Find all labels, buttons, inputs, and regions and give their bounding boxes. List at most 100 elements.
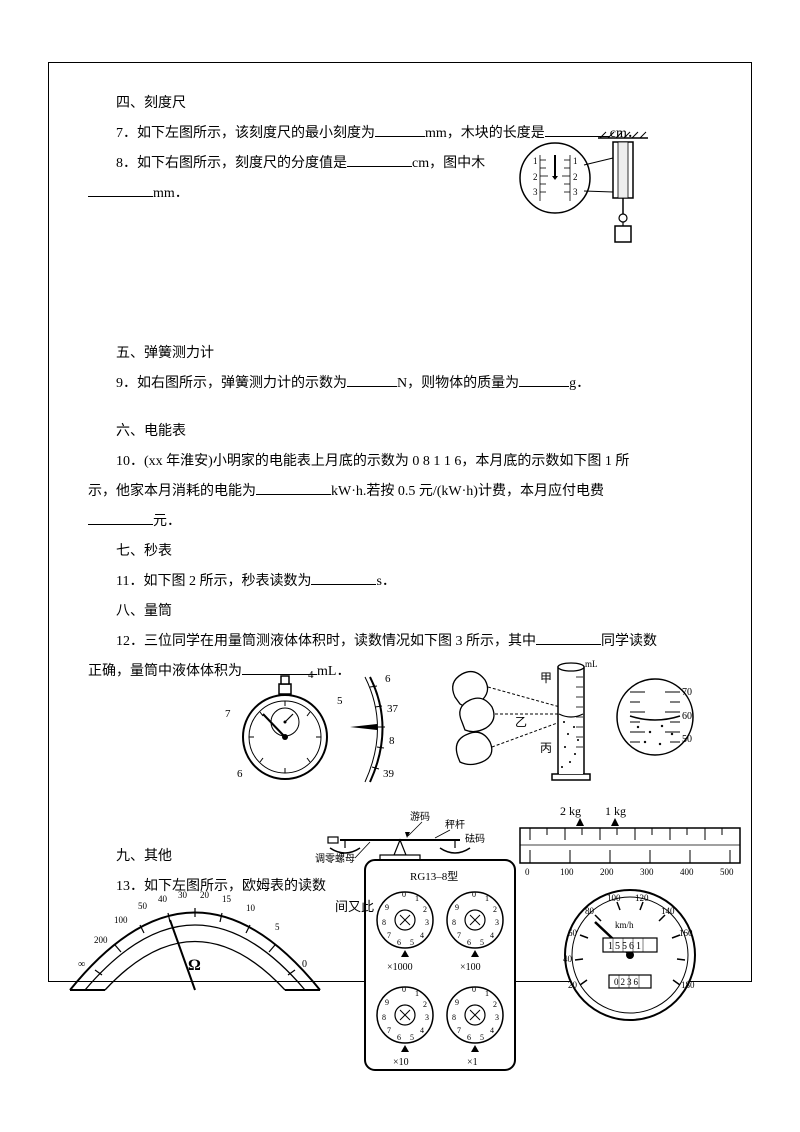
svg-text:×10: ×10 [393, 1057, 409, 1068]
svg-text:7: 7 [457, 931, 461, 940]
svg-text:180: 180 [681, 980, 695, 990]
svg-text:秤杆: 秤杆 [445, 819, 465, 831]
question-10-line1: 10．(xx 年淮安)小明家的电能表上月底的示数为 0 8 1 1 6，本月底的… [88, 448, 740, 476]
svg-text:20: 20 [200, 890, 210, 900]
q8-blank1 [347, 153, 412, 167]
svg-text:7: 7 [457, 1026, 461, 1035]
q7-blank1 [375, 123, 425, 137]
svg-text:5: 5 [275, 922, 280, 932]
q11-tail: s． [376, 574, 395, 589]
svg-text:6: 6 [467, 938, 471, 947]
svg-text:9: 9 [385, 903, 389, 912]
svg-text:120: 120 [635, 893, 649, 903]
svg-text:3: 3 [573, 187, 578, 197]
svg-text:15: 15 [222, 894, 232, 904]
svg-text:30: 30 [178, 890, 188, 900]
svg-text:5: 5 [480, 1033, 484, 1042]
svg-text:4: 4 [490, 931, 494, 940]
q10-blank1 [256, 481, 331, 495]
q7-pre: 7．如下左图所示，该刻度尺的最小刻度为 [116, 126, 375, 141]
svg-text:3: 3 [425, 918, 429, 927]
text-fragment: 间又此 [335, 896, 374, 915]
q9-pre: 9．如右图所示，弹簧测力计的示数为 [116, 376, 347, 391]
q9-tail: g． [569, 376, 590, 391]
section-6-title: 六、电能表 [88, 418, 740, 446]
svg-text:1: 1 [485, 894, 489, 903]
q10-line3-tail: 元． [153, 514, 181, 529]
question-10-line2: 示，他家本月消耗的电能为kW·h.若按 0.5 元/(kW·h)计费，本月应付电… [88, 478, 740, 506]
q12-line1-pre: 12．三位同学在用量筒测液体体积时，读数情况如下图 3 所示，其中 [116, 634, 536, 649]
svg-text:×100: ×100 [460, 962, 481, 973]
svg-text:100: 100 [607, 893, 621, 903]
svg-text:2 kg: 2 kg [560, 804, 581, 818]
svg-text:Ω: Ω [188, 957, 201, 974]
speedometer-figure: 20 40 60 80 100 120 140 160 180 km/h 155… [545, 880, 715, 1030]
svg-text:4: 4 [490, 1026, 494, 1035]
svg-text:10: 10 [246, 903, 256, 913]
q9-blank1 [347, 373, 397, 387]
svg-text:∞: ∞ [78, 959, 85, 970]
question-9: 9．如右图所示，弹簧测力计的示数为N，则物体的质量为g． [88, 370, 740, 398]
svg-text:mL: mL [585, 659, 598, 669]
svg-text:2: 2 [493, 905, 497, 914]
svg-text:游码: 游码 [410, 810, 430, 823]
svg-text:300: 300 [640, 867, 654, 877]
svg-text:0: 0 [302, 959, 307, 970]
svg-text:1 kg: 1 kg [605, 804, 626, 818]
q10-blank2 [88, 511, 153, 525]
svg-text:5: 5 [410, 938, 414, 947]
svg-text:1: 1 [573, 156, 578, 166]
stopwatch-figure: 4 5 7 6 6 37 8 39 [215, 662, 415, 792]
svg-text:6: 6 [397, 1033, 401, 1042]
svg-text:200: 200 [94, 935, 108, 945]
spring-scale-figure: 1 2 3 1 2 3 [500, 130, 660, 250]
svg-text:3: 3 [425, 1013, 429, 1022]
svg-text:60: 60 [682, 711, 692, 722]
spring-mark-2: 2 [533, 172, 538, 182]
svg-text:8: 8 [382, 1013, 386, 1022]
svg-text:5: 5 [337, 695, 343, 707]
svg-text:×1: ×1 [467, 1057, 478, 1068]
svg-text:调零螺母: 调零螺母 [315, 853, 355, 865]
svg-text:500: 500 [720, 867, 734, 877]
svg-text:0: 0 [402, 985, 406, 994]
svg-text:0: 0 [472, 985, 476, 994]
svg-text:0236: 0236 [614, 977, 640, 987]
spring-mark-1: 1 [533, 156, 538, 166]
svg-text:6: 6 [397, 938, 401, 947]
svg-text:40: 40 [158, 894, 168, 904]
svg-text:8: 8 [452, 918, 456, 927]
svg-text:9: 9 [385, 998, 389, 1007]
svg-text:40: 40 [563, 954, 573, 964]
question-10-line3: 元． [88, 508, 740, 536]
svg-text:9: 9 [455, 998, 459, 1007]
svg-text:×1000: ×1000 [387, 962, 413, 973]
svg-text:4: 4 [420, 1026, 424, 1035]
svg-text:9: 9 [455, 903, 459, 912]
svg-text:2: 2 [493, 1000, 497, 1009]
q8-pre: 8．如下右图所示，刻度尺的分度值是 [116, 156, 347, 171]
svg-text:km/h: km/h [615, 920, 634, 930]
section-7-title: 七、秒表 [88, 538, 740, 566]
section-4-title: 四、刻度尺 [88, 90, 740, 118]
q8-blank2 [88, 183, 153, 197]
q11-pre: 11．如下图 2 所示，秒表读数为 [116, 574, 311, 589]
q12-line1-tail: 同学读数 [601, 634, 657, 649]
svg-text:50: 50 [682, 734, 692, 745]
svg-text:4: 4 [308, 669, 314, 681]
q9-blank2 [519, 373, 569, 387]
svg-text:2: 2 [423, 1000, 427, 1009]
svg-text:1: 1 [485, 989, 489, 998]
svg-text:39: 39 [383, 768, 395, 780]
resistance-box-figure: RG13–8型 012 345 678 9 012 345 678 9 0 [355, 855, 525, 1075]
svg-text:8: 8 [389, 735, 395, 747]
cylinder-figure: mL 甲 乙 丙 70 60 50 [440, 652, 700, 792]
svg-text:8: 8 [452, 1013, 456, 1022]
svg-text:80: 80 [585, 906, 595, 916]
svg-text:7: 7 [387, 931, 391, 940]
ohmmeter-figure: ∞ 200 100 50 40 30 20 15 10 5 0 Ω [50, 875, 340, 1005]
svg-text:7: 7 [387, 1026, 391, 1035]
svg-text:1: 1 [415, 894, 419, 903]
q10-line2-pre: 示，他家本月消耗的电能为 [88, 484, 256, 499]
q8-line2-tail: mm． [153, 186, 189, 201]
